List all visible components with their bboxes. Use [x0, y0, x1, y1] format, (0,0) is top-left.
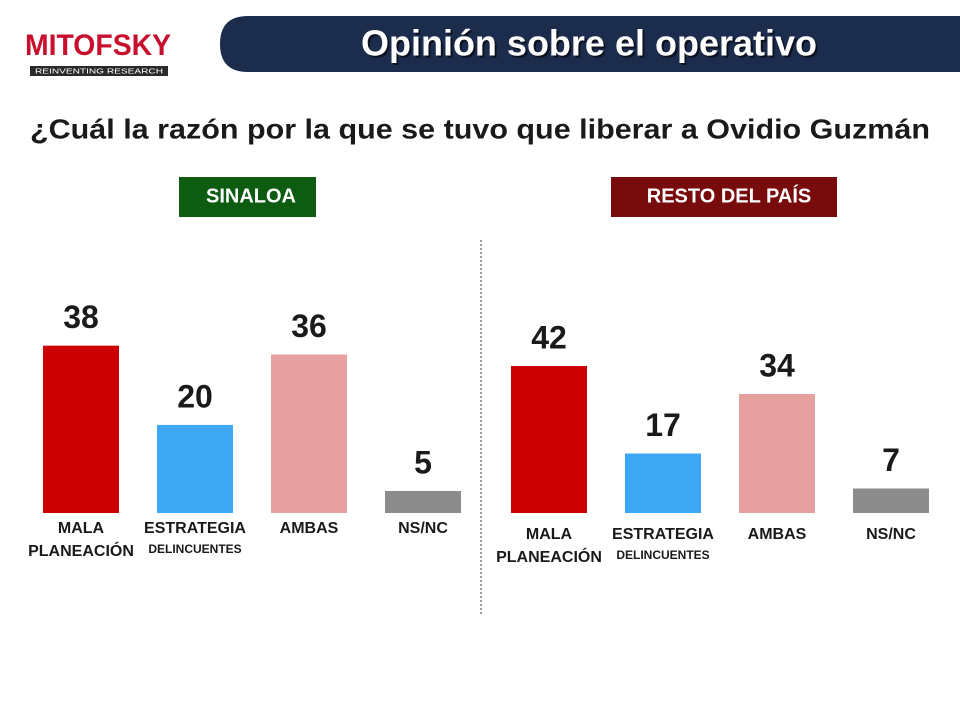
- chart-title-box: [179, 177, 316, 217]
- logo-tagline: REINVENTING RESEARCH: [35, 68, 163, 75]
- title: Opinión sobre el operativo: [361, 23, 817, 64]
- title-banner: [220, 16, 960, 72]
- category-label: ESTRATEGIA: [612, 526, 714, 543]
- value-label: 38: [63, 299, 99, 335]
- bar: [625, 453, 701, 513]
- category-label: MALA: [526, 526, 573, 543]
- category-label: AMBAS: [280, 520, 339, 537]
- chart-title-box: [611, 177, 837, 217]
- category-label: AMBAS: [748, 526, 807, 543]
- category-label: DELINCUENTES: [148, 542, 241, 556]
- chart-title: RESTO DEL PAÍS: [647, 184, 811, 207]
- bar: [511, 366, 587, 513]
- bar: [157, 424, 233, 513]
- category-label: DELINCUENTES: [616, 548, 709, 562]
- value-label: 42: [531, 319, 567, 355]
- chart-title: SINALOA: [206, 185, 296, 207]
- value-label: 7: [882, 442, 900, 478]
- value-label: 36: [291, 308, 327, 344]
- value-label: 20: [177, 378, 213, 414]
- bar: [43, 345, 119, 513]
- value-label: 17: [645, 407, 681, 443]
- bar: [385, 490, 461, 513]
- category-label: PLANEACIÓN: [28, 541, 134, 560]
- title-shadow: Opinión sobre el operativo: [363, 25, 819, 66]
- category-label: MALA: [58, 520, 105, 537]
- bar: [271, 354, 347, 513]
- category-label: NS/NC: [398, 520, 448, 537]
- category-label: PLANEACIÓN: [496, 547, 602, 566]
- category-label: NS/NC: [866, 526, 916, 543]
- logo-name: MITOFSKY: [25, 29, 171, 62]
- value-label: 34: [759, 347, 795, 383]
- value-label: 5: [414, 444, 432, 480]
- logo-strip: [30, 66, 168, 76]
- bar: [739, 394, 815, 513]
- question: ¿Cuál la razón por la que se tuvo que li…: [30, 113, 930, 144]
- bar: [853, 488, 929, 513]
- category-label: ESTRATEGIA: [144, 520, 246, 537]
